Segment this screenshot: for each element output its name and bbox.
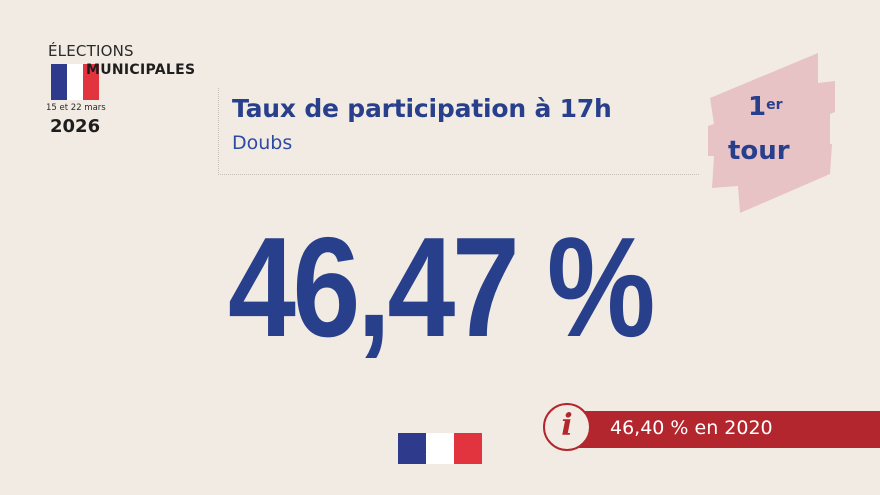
french-flag-icon xyxy=(51,64,99,100)
info-icon: i xyxy=(543,403,591,451)
brush-stroke-shape xyxy=(708,53,835,213)
round-number-text: 1 xyxy=(748,92,767,122)
participation-value: 46,47 % xyxy=(227,208,655,367)
comparison-text: 46,40 % en 2020 xyxy=(610,417,773,439)
comparison-banner xyxy=(568,411,880,448)
logo-year: 2026 xyxy=(50,116,101,137)
round-badge: 1er tour xyxy=(700,48,840,218)
round-ordinal-suffix: er xyxy=(766,97,783,113)
logo-municipales-text: MUNICIPALES xyxy=(86,62,196,78)
title-block: Taux de participation à 17h Doubs xyxy=(218,88,699,175)
round-number: 1er xyxy=(748,92,783,122)
marianne-logo-icon xyxy=(398,433,482,464)
elections-logo: ÉLECTIONS MUNICIPALES 15 et 22 mars 2026 xyxy=(46,40,216,140)
page-subtitle: Doubs xyxy=(232,132,293,154)
logo-elections-text: ÉLECTIONS xyxy=(48,42,134,60)
logo-dates: 15 et 22 mars xyxy=(46,103,106,113)
page-title: Taux de participation à 17h xyxy=(232,94,612,123)
round-word: tour xyxy=(728,136,790,166)
